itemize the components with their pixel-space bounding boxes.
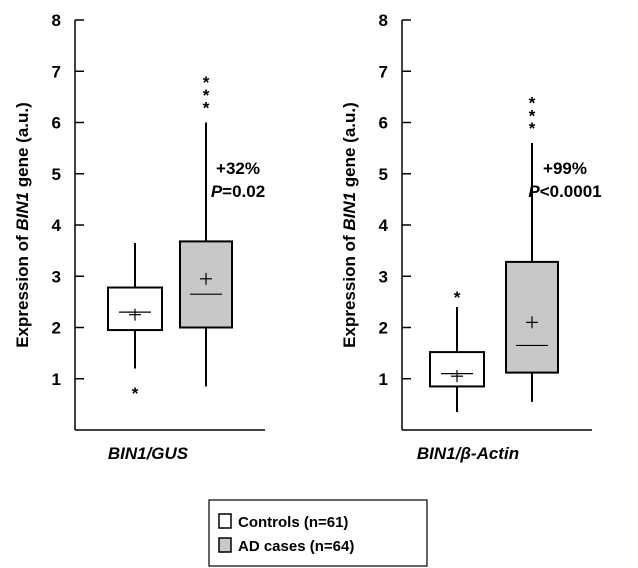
p-value-label: P<0.0001 <box>528 182 601 201</box>
y-tick-label: 8 <box>52 11 61 30</box>
outlier-star: * <box>529 93 536 112</box>
outlier-star: * <box>132 384 139 403</box>
outlier-star: * <box>203 73 210 92</box>
y-tick-label: 6 <box>379 114 388 133</box>
y-tick-label: 1 <box>379 370 388 389</box>
y-axis-title: Expression of BIN1 gene (a.u.) <box>340 102 359 348</box>
box-ad-cases: *** <box>505 93 559 402</box>
p-value-number: =0.02 <box>222 182 265 201</box>
p-value-symbol: P <box>211 182 223 201</box>
outlier-star: * <box>529 106 536 125</box>
box-controls: * <box>429 288 485 413</box>
legend: Controls (n=61) AD cases (n=64) <box>208 499 428 567</box>
legend-label: Controls (n=61) <box>238 514 348 531</box>
y-tick-label: 3 <box>52 267 61 286</box>
y-tick-label: 1 <box>52 370 61 389</box>
y-tick-label: 2 <box>52 319 61 338</box>
box-ad-cases: *** <box>179 73 233 387</box>
x-axis-label: BIN1/GUS <box>108 444 189 463</box>
outlier-star: * <box>454 288 461 307</box>
legend-swatch <box>218 513 232 529</box>
y-axis-title-suffix: gene (a.u.) <box>13 102 32 192</box>
percent-change-label: +32% <box>216 159 260 178</box>
p-value-symbol: P <box>528 182 540 201</box>
y-tick-label: 5 <box>379 165 388 184</box>
x-axis-label: BIN1/β-Actin <box>417 444 519 463</box>
y-tick-label: 4 <box>379 216 389 235</box>
y-axis-title-gene: BIN1 <box>340 192 359 231</box>
legend-label: AD cases (n=64) <box>238 538 354 555</box>
y-tick-label: 6 <box>52 114 61 133</box>
y-tick-label: 7 <box>52 62 61 81</box>
y-tick-label: 2 <box>379 319 388 338</box>
y-tick-label: 8 <box>379 11 388 30</box>
box-controls: * <box>107 242 163 403</box>
legend-frame <box>208 499 428 567</box>
legend-item-controls: Controls (n=61) <box>218 513 348 531</box>
y-tick-label: 7 <box>379 62 388 81</box>
y-tick-label: 5 <box>52 165 61 184</box>
legend-item-ad-cases: AD cases (n=64) <box>218 537 354 555</box>
p-value-label: P=0.02 <box>211 182 265 201</box>
y-axis-title: Expression of BIN1 gene (a.u.) <box>13 102 32 348</box>
p-value-number: <0.0001 <box>540 182 602 201</box>
percent-change-label: +99% <box>543 159 587 178</box>
outlier-star: * <box>529 119 536 138</box>
y-axis-title-prefix: Expression of <box>13 231 32 348</box>
y-axis-title-gene: BIN1 <box>13 192 32 231</box>
outlier-star: * <box>203 86 210 105</box>
y-tick-label: 4 <box>52 216 62 235</box>
outlier-star: * <box>203 99 210 118</box>
legend-swatch <box>218 537 232 553</box>
y-axis-title-suffix: gene (a.u.) <box>340 102 359 192</box>
y-axis-title-prefix: Expression of <box>340 231 359 348</box>
y-tick-label: 3 <box>379 267 388 286</box>
